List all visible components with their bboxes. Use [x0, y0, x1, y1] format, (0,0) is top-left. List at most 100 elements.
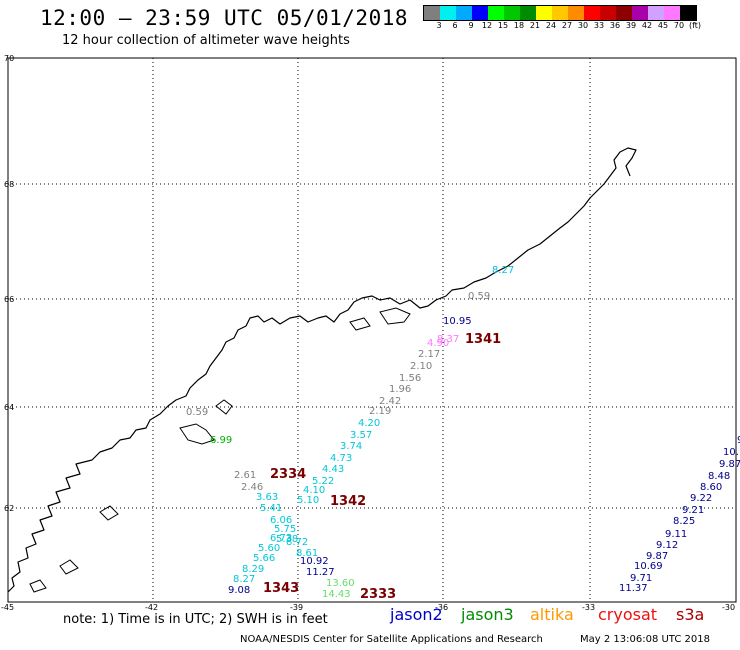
colorbar-label: 42 — [641, 21, 653, 30]
wave-height-label: 9.12 — [656, 540, 678, 551]
wave-height-label: 1.56 — [399, 373, 421, 384]
wave-height-label: 6.73 — [270, 533, 292, 544]
wave-height-label: 9.87 — [646, 551, 668, 562]
wave-height-label: 3.57 — [350, 430, 372, 441]
colorbar-swatch — [472, 6, 488, 20]
colorbar-swatch — [520, 6, 536, 20]
colorbar-swatch — [536, 6, 552, 20]
page-subtitle: 12 hour collection of altimeter wave hei… — [62, 33, 350, 48]
wave-height-label: 5.66 — [253, 553, 275, 564]
colorbar-label: 45 — [657, 21, 669, 30]
legend-jason3: jason3 — [461, 605, 514, 624]
colorbar-swatch — [440, 6, 456, 20]
colorbar-label: (ft) — [688, 21, 702, 30]
colorbar-swatch — [488, 6, 504, 20]
lon-label-45: -45 — [1, 603, 14, 612]
wave-height-label: 13.60 — [326, 578, 355, 589]
coast-islands — [29, 307, 411, 593]
colorbar-swatch — [504, 6, 520, 20]
colorbar-swatch — [424, 6, 440, 20]
wave-height-label: 0.59 — [468, 291, 490, 302]
lat-label-68: 68 — [4, 180, 14, 189]
track-id-1341: 1341 — [465, 332, 501, 347]
lon-label-39: -39 — [290, 603, 303, 612]
lon-label-42: -42 — [145, 603, 158, 612]
wave-height-label: 2.42 — [379, 396, 401, 407]
colorbar-swatch — [600, 6, 616, 20]
wave-height-label: 2.10 — [410, 361, 432, 372]
wave-height-label: 6.06 — [270, 515, 292, 526]
track-id-2333: 2333 — [360, 587, 396, 602]
wave-height-label: 3.74 — [340, 441, 362, 452]
wave-height-label: 8.60 — [700, 482, 722, 493]
wave-height-label: 0.59 — [186, 407, 208, 418]
legend-cryosat: cryosat — [598, 605, 658, 624]
wave-height-label: 2.17 — [418, 349, 440, 360]
colorbar-label: 15 — [497, 21, 509, 30]
colorbar-label: 21 — [529, 21, 541, 30]
lon-label-30: -30 — [722, 603, 735, 612]
colorbar-swatch — [584, 6, 600, 20]
colorbar-label: 27 — [561, 21, 573, 30]
colorbar-swatch — [456, 6, 472, 20]
wave-height-label: 11.27 — [306, 567, 335, 578]
wave-height-label: 2.46 — [241, 482, 263, 493]
colorbar-swatch — [680, 6, 696, 20]
colorbar-swatch — [568, 6, 584, 20]
wave-height-label: 4.90 — [427, 338, 449, 349]
lon-label-36: -36 — [435, 603, 448, 612]
colorbar-swatch — [632, 6, 648, 20]
wave-height-label: 10.95 — [443, 316, 472, 327]
page-title: 12:00 – 23:59 UTC 05/01/2018 — [40, 6, 409, 30]
lat-label-70: 70 — [4, 54, 14, 63]
legend-jason2: jason2 — [390, 605, 443, 624]
wave-height-label: 9.71 — [630, 573, 652, 584]
wave-height-label: 8.25 — [673, 516, 695, 527]
wave-height-label: 8.48 — [708, 471, 730, 482]
wave-height-label: 8.29 — [242, 564, 264, 575]
wave-height-label: 9.08 — [228, 585, 250, 596]
wave-height-label: 1.96 — [389, 384, 411, 395]
wave-height-label: 9.21 — [682, 505, 704, 516]
greenland-coastline — [7, 147, 637, 593]
wave-height-label: 10.92 — [300, 556, 329, 567]
wave-height-label: 10.69 — [634, 561, 663, 572]
colorbar-label: 3 — [436, 21, 442, 30]
wave-height-label: 5.41 — [260, 503, 282, 514]
wave-height-label: 9 — [737, 435, 740, 446]
wave-height-label: 5.60 — [258, 543, 280, 554]
colorbar-label: 70 — [673, 21, 685, 30]
colorbar-label: 18 — [513, 21, 525, 30]
colorbar-label: 9 — [468, 21, 474, 30]
colorbar-swatch — [552, 6, 568, 20]
track-id-1343: 1343 — [263, 581, 299, 596]
colorbar-swatch — [664, 6, 680, 20]
wave-height-label: 4.20 — [358, 418, 380, 429]
latitude-grid — [8, 183, 736, 509]
wave-height-label: 8.27 — [492, 265, 514, 276]
colorbar-label: 30 — [577, 21, 589, 30]
colorbar-label: 39 — [625, 21, 637, 30]
wave-height-colorbar — [423, 5, 697, 21]
lat-label-66: 66 — [4, 295, 14, 304]
wave-height-label: 5.10 — [297, 495, 319, 506]
colorbar-label: 12 — [481, 21, 493, 30]
colorbar-label: 36 — [609, 21, 621, 30]
wave-height-label: 5.75 — [274, 524, 296, 535]
units-note: note: 1) Time is in UTC; 2) SWH is in fe… — [63, 612, 328, 627]
wave-height-label: 14.43 — [322, 589, 351, 600]
wave-height-label: 5.38 — [276, 534, 298, 545]
colorbar-label: 6 — [452, 21, 458, 30]
credit-line: NOAA/NESDIS Center for Satellite Applica… — [240, 634, 543, 645]
wave-height-label: 4.73 — [330, 453, 352, 464]
wave-height-label: 9.22 — [690, 493, 712, 504]
wave-height-label: 10. — [723, 447, 739, 458]
lat-label-64: 64 — [4, 403, 14, 412]
observation-layer: 10.954.908.378.270.592.172.101.561.962.4… — [186, 265, 740, 600]
wave-height-label: 6.99 — [210, 435, 232, 446]
colorbar-swatch — [616, 6, 632, 20]
wave-height-label: 8.27 — [233, 574, 255, 585]
wave-height-label: 5.22 — [312, 476, 334, 487]
legend-s3a: s3a — [676, 605, 705, 624]
